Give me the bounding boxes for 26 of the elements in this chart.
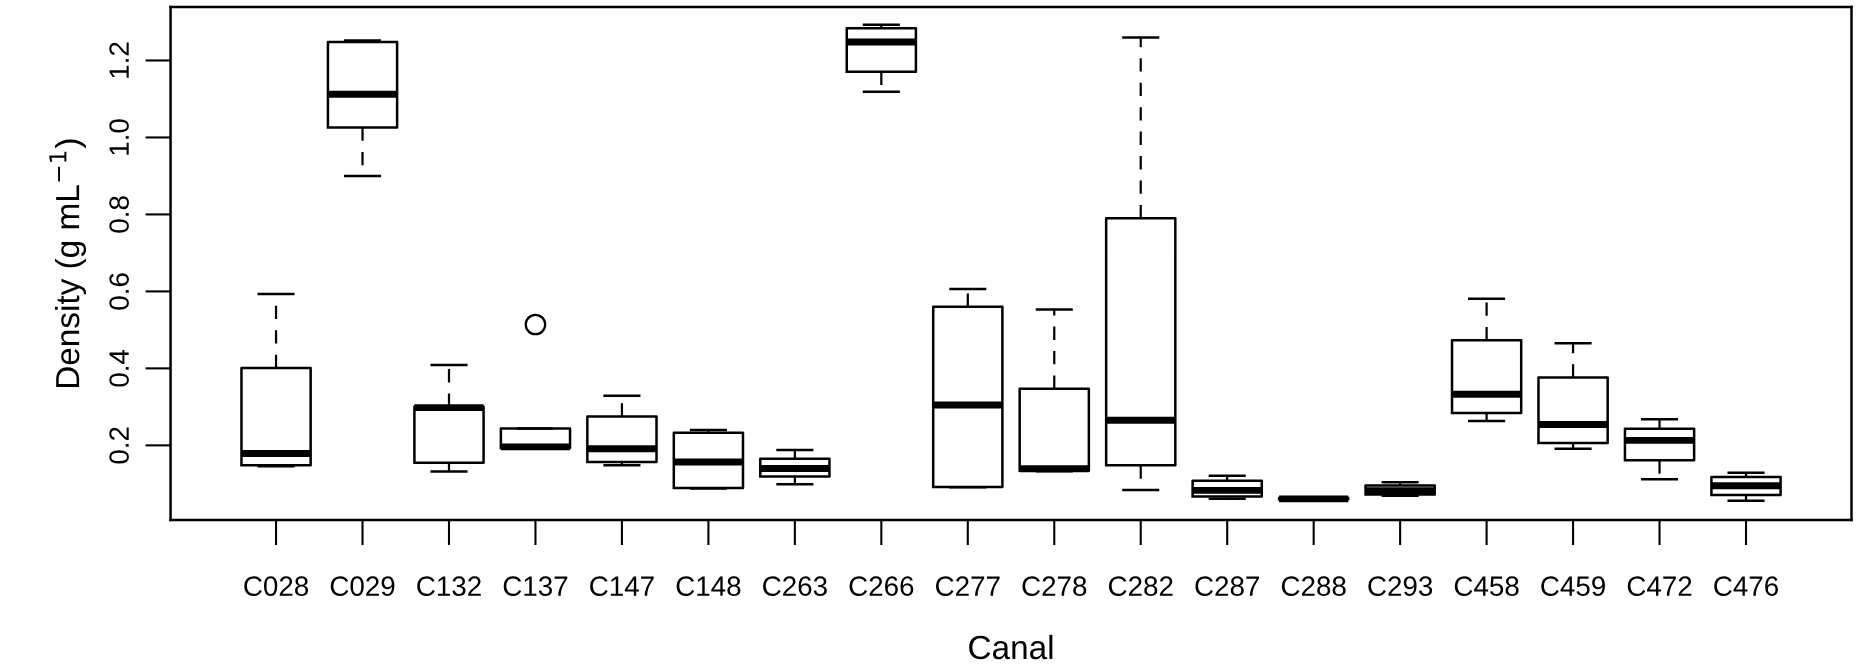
y-tick-label: 0.6 [109,273,129,310]
x-tick-label: C137 [503,576,568,596]
x-tick-label: C277 [936,576,1000,596]
x-tick-label: C458 [1454,576,1519,596]
y-tick-label: 0.8 [109,196,129,233]
x-tick-label: C288 [1281,576,1346,596]
x-tick-label: C263 [763,576,827,596]
x-tick-label: C472 [1627,576,1692,596]
x-tick-label: C132 [417,576,481,596]
x-tick-label: C293 [1368,576,1433,596]
x-tick-label: C147 [590,576,654,596]
x-tick-label: C028 [244,576,309,596]
x-tick-label: C266 [849,576,914,596]
y-tick-label: 1.2 [109,42,129,78]
x-axis-title: Canal [969,634,1053,660]
x-tick-label: C148 [676,576,741,596]
y-tick-label: 1.0 [109,119,129,155]
x-tick-label: C029 [330,576,395,596]
x-tick-label: C278 [1022,576,1087,596]
x-tick-label: C476 [1714,576,1778,596]
x-tick-label: C459 [1541,576,1605,596]
y-tick-label: 0.2 [109,427,129,464]
y-axis-title: Density (g mL$^{−1}$) [49,139,87,388]
x-tick-label: C287 [1195,576,1260,596]
x-tick-label: C282 [1108,576,1173,596]
y-tick-label: 0.4 [109,349,129,387]
